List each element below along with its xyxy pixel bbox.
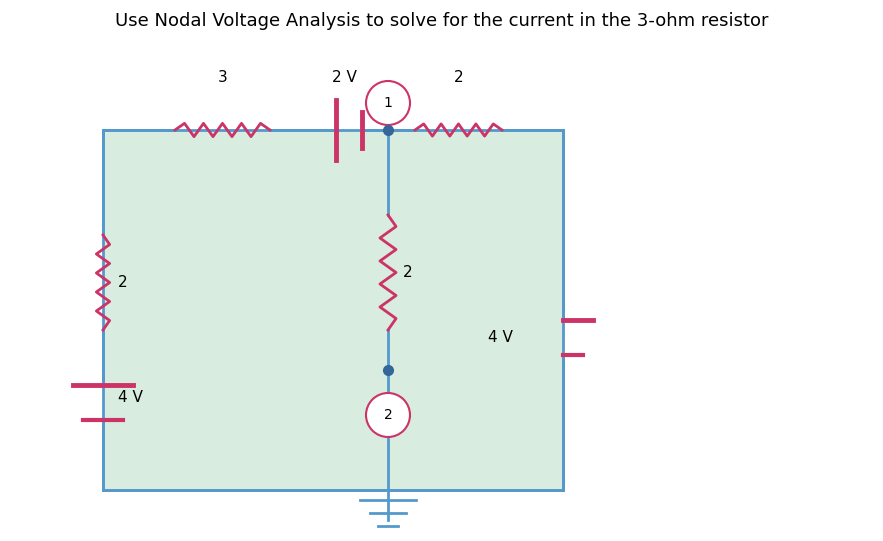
FancyBboxPatch shape	[103, 130, 563, 490]
Text: 1: 1	[383, 96, 392, 110]
Circle shape	[366, 81, 410, 125]
Text: 3: 3	[217, 70, 228, 85]
Text: 2 V: 2 V	[331, 70, 357, 85]
Text: 2: 2	[454, 70, 464, 85]
Text: 2: 2	[118, 275, 128, 290]
Text: 2: 2	[383, 408, 392, 422]
Text: Use Nodal Voltage Analysis to solve for the current in the 3-ohm resistor: Use Nodal Voltage Analysis to solve for …	[115, 12, 768, 30]
Circle shape	[366, 393, 410, 437]
Text: 4 V: 4 V	[118, 390, 143, 405]
Text: 2: 2	[403, 265, 412, 280]
Text: 4 V: 4 V	[488, 330, 513, 345]
